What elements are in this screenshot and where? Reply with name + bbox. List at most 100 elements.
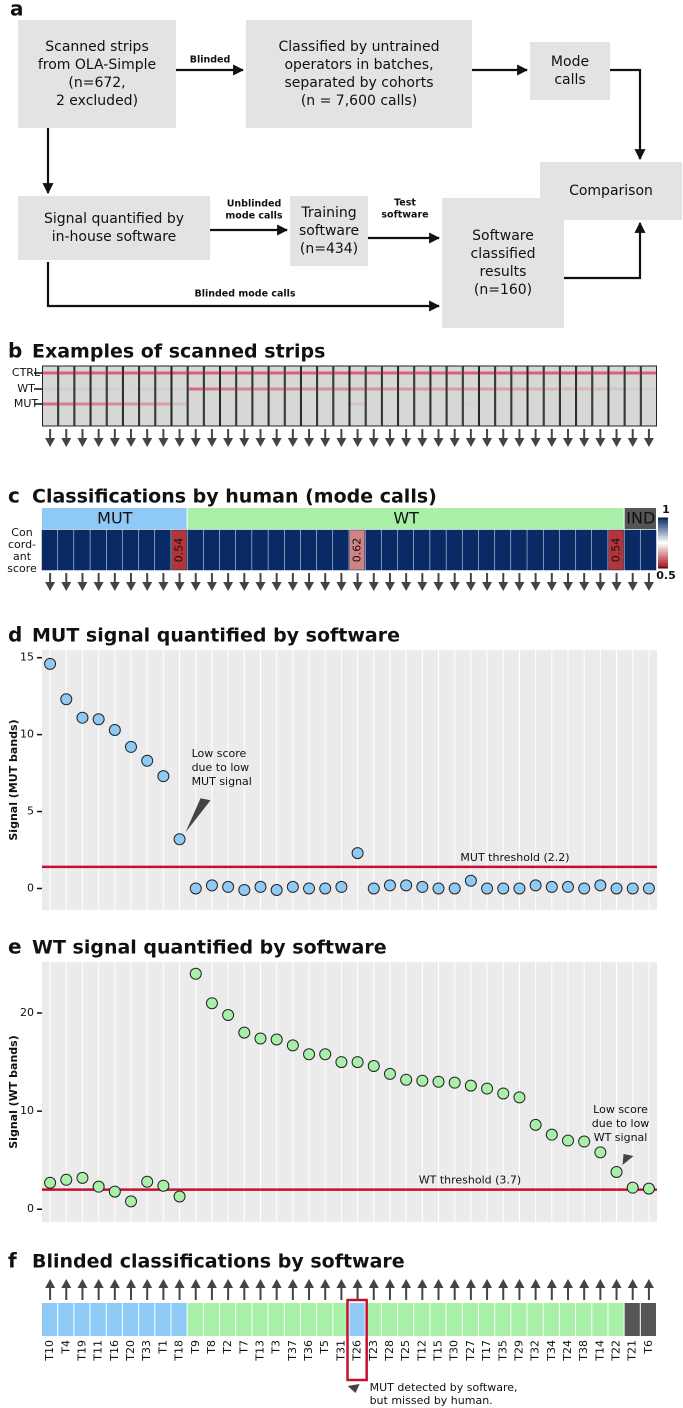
node-label: 2 excluded)	[56, 93, 138, 109]
arrow-head	[368, 438, 379, 447]
threshold-label: MUT threshold (2.2)	[460, 851, 569, 864]
colorbar-cell	[658, 566, 668, 569]
strip-arrow	[562, 573, 573, 591]
score-cell	[284, 529, 301, 571]
strip-arrow	[93, 429, 104, 447]
node-label: (n=434)	[300, 241, 358, 257]
strip-arrow	[271, 1279, 282, 1300]
strip-arrow	[158, 429, 169, 447]
class-cell	[74, 1303, 90, 1336]
annotation: due to low	[192, 761, 250, 774]
strip-arrow	[449, 1279, 460, 1300]
class-cell	[365, 1303, 381, 1336]
y-axis-label: Signal (WT bands)	[7, 1035, 20, 1149]
arrow-head	[142, 582, 153, 591]
signal-band	[253, 403, 267, 406]
score-cell	[494, 529, 511, 571]
ctrl-band	[609, 371, 624, 375]
strip-arrow	[304, 573, 315, 591]
point	[141, 1175, 154, 1188]
signal-band	[463, 387, 478, 391]
point	[319, 882, 332, 895]
arrow-head	[320, 1279, 331, 1288]
band-label: WT	[17, 382, 35, 395]
point	[108, 724, 121, 736]
point	[529, 879, 542, 892]
class-cell	[398, 1303, 414, 1336]
strip-arrow	[223, 429, 234, 447]
class-cell	[511, 1303, 527, 1336]
point	[416, 1074, 429, 1087]
point	[545, 1128, 558, 1141]
strip	[42, 365, 59, 427]
strip-arrow	[514, 1279, 525, 1300]
signal-band	[561, 403, 575, 406]
class-cell	[220, 1303, 236, 1336]
strip-arrow	[546, 573, 557, 591]
point	[545, 880, 558, 893]
arrow-head	[77, 582, 88, 591]
signal-band	[625, 387, 640, 391]
ctrl-band	[253, 371, 268, 375]
point	[125, 1195, 138, 1208]
x-tick-label: T28	[383, 1340, 396, 1362]
point	[238, 1026, 251, 1039]
node-label: Classified by untrained	[279, 39, 440, 55]
ctrl-band	[123, 371, 139, 375]
node-box	[246, 20, 472, 128]
arrow-head	[271, 438, 282, 447]
score-cell	[462, 529, 479, 571]
point	[464, 1079, 477, 1092]
node-label: Mode	[551, 54, 589, 70]
arrow-head	[158, 582, 169, 591]
strip	[543, 365, 560, 427]
y-tick-label: 20	[20, 1006, 34, 1019]
point	[416, 880, 429, 893]
point	[561, 880, 574, 893]
node-label: Comparison	[569, 183, 653, 199]
point	[578, 882, 591, 895]
x-tick-label: T27	[464, 1340, 477, 1362]
strip-arrow	[595, 429, 606, 447]
signal-band	[237, 387, 252, 391]
ctrl-band	[641, 371, 656, 375]
strip	[365, 365, 382, 427]
strip-arrow	[304, 429, 315, 447]
arrow-head	[595, 438, 606, 447]
arrow-head	[77, 1279, 88, 1288]
arrow-head	[514, 438, 525, 447]
arrow-head	[449, 1279, 460, 1288]
strip-arrow	[174, 429, 185, 447]
strip-arrow	[239, 1279, 250, 1300]
strip-arrow	[643, 1279, 654, 1300]
strip-arrow	[611, 573, 622, 591]
point	[92, 1180, 105, 1193]
class-cell	[559, 1303, 576, 1336]
point	[367, 882, 380, 895]
x-tick-label: T32	[529, 1340, 542, 1362]
x-tick-label: T4	[59, 1340, 72, 1355]
arrow-head	[514, 1279, 525, 1288]
flow-edges	[42, 64, 646, 312]
strip	[640, 365, 658, 427]
strip	[349, 365, 366, 427]
strip-arrow	[482, 1279, 493, 1300]
strip	[220, 365, 237, 427]
strip-arrow	[126, 1279, 137, 1300]
arrow-head	[287, 438, 298, 447]
arrow-head	[498, 1279, 509, 1288]
strip-arrow	[352, 573, 363, 591]
arrow-head	[239, 582, 250, 591]
point	[383, 879, 396, 892]
signal-band	[383, 403, 397, 406]
arrow-head	[579, 1279, 590, 1288]
point	[44, 1176, 57, 1189]
arrow-head	[174, 582, 185, 591]
arrow-head	[93, 1279, 104, 1288]
x-tick-label: T38	[577, 1340, 590, 1362]
x-tick-label: T10	[43, 1340, 56, 1362]
signal-band	[399, 403, 413, 406]
strip-arrow	[158, 573, 169, 591]
strip-arrow	[320, 573, 331, 591]
strip	[511, 365, 528, 427]
